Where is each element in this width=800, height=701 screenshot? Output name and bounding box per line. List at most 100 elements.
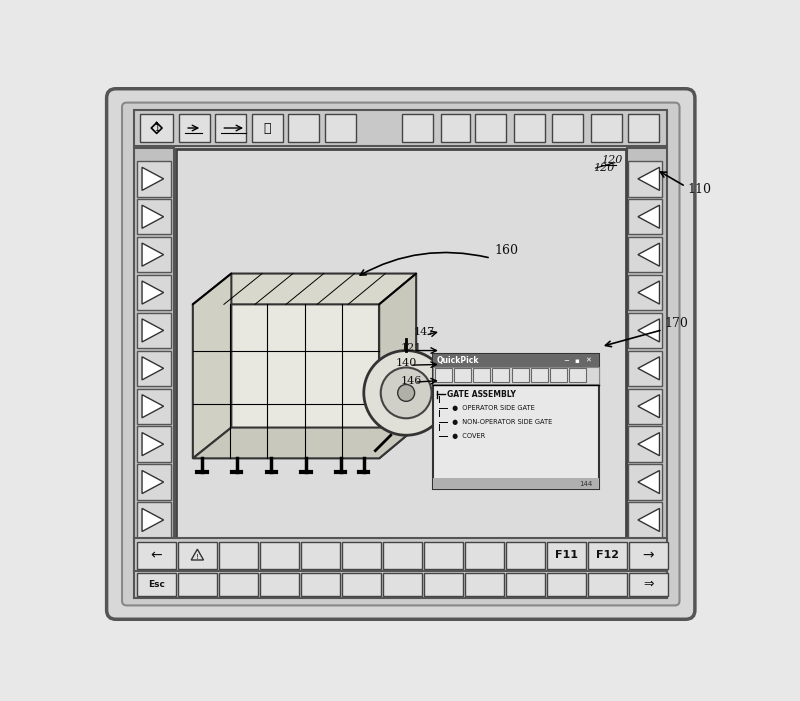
Bar <box>138 275 171 311</box>
Text: 146: 146 <box>401 376 422 386</box>
Circle shape <box>398 384 414 402</box>
Polygon shape <box>379 273 416 458</box>
Text: 120: 120 <box>601 156 622 165</box>
Bar <box>215 114 246 142</box>
Bar <box>382 573 422 596</box>
Polygon shape <box>142 168 163 191</box>
Bar <box>423 541 463 569</box>
Bar <box>137 541 176 569</box>
Bar <box>587 573 627 596</box>
Polygon shape <box>638 470 659 494</box>
Bar <box>138 464 171 500</box>
Bar <box>629 573 668 596</box>
Bar <box>382 541 422 569</box>
Bar <box>512 368 529 382</box>
Text: F11: F11 <box>554 550 578 560</box>
Bar <box>628 275 662 311</box>
Bar <box>514 114 545 142</box>
Polygon shape <box>193 304 379 458</box>
Bar <box>628 237 662 273</box>
Bar <box>550 368 567 382</box>
Text: 144: 144 <box>579 481 593 486</box>
FancyBboxPatch shape <box>122 102 679 606</box>
Ellipse shape <box>437 379 443 407</box>
Polygon shape <box>142 470 163 494</box>
Bar <box>342 573 381 596</box>
Bar <box>176 149 626 541</box>
Bar <box>434 368 451 382</box>
Bar <box>134 571 667 599</box>
Text: QuickPick: QuickPick <box>437 356 479 365</box>
Ellipse shape <box>525 379 534 407</box>
Circle shape <box>381 367 431 418</box>
Bar <box>628 114 658 142</box>
Polygon shape <box>638 357 659 380</box>
Bar <box>492 368 510 382</box>
Bar <box>628 313 662 348</box>
Bar <box>628 464 662 500</box>
Bar <box>628 161 662 196</box>
Bar <box>628 199 662 234</box>
Bar <box>591 114 622 142</box>
Polygon shape <box>638 205 659 229</box>
Bar <box>134 109 667 147</box>
Text: −: − <box>563 358 570 364</box>
Bar <box>138 502 171 538</box>
Bar <box>441 114 470 142</box>
Bar <box>402 114 433 142</box>
Bar <box>301 541 340 569</box>
Bar <box>546 541 586 569</box>
Polygon shape <box>142 243 163 266</box>
Polygon shape <box>142 205 163 229</box>
Circle shape <box>364 350 449 435</box>
Bar <box>179 114 210 142</box>
Bar <box>288 114 319 142</box>
Text: ⇒: ⇒ <box>643 578 654 591</box>
Bar <box>433 355 598 489</box>
Text: !: ! <box>196 554 198 560</box>
Polygon shape <box>142 395 163 418</box>
Bar <box>141 114 173 142</box>
Bar <box>546 573 586 596</box>
Bar <box>138 237 171 273</box>
Text: 121: 121 <box>401 343 422 353</box>
Bar <box>465 541 504 569</box>
Text: 170: 170 <box>664 318 688 330</box>
Text: 147: 147 <box>414 327 435 337</box>
Bar <box>473 368 490 382</box>
Polygon shape <box>142 433 163 456</box>
Bar <box>433 478 598 489</box>
Bar <box>526 386 541 400</box>
Text: ●  COVER: ● COVER <box>449 433 486 439</box>
Text: ✕: ✕ <box>585 358 591 364</box>
Text: ✋: ✋ <box>264 121 271 135</box>
Polygon shape <box>193 428 416 458</box>
Bar <box>138 426 171 462</box>
Bar <box>342 541 381 569</box>
Bar <box>178 573 217 596</box>
Polygon shape <box>638 168 659 191</box>
Text: ▪: ▪ <box>574 358 579 364</box>
Bar <box>628 388 662 424</box>
Text: F12: F12 <box>596 550 618 560</box>
Bar <box>260 541 299 569</box>
Bar <box>628 426 662 462</box>
Bar <box>570 368 586 382</box>
Bar <box>433 367 598 383</box>
Bar <box>138 388 171 424</box>
Bar <box>134 148 174 543</box>
Bar <box>454 368 471 382</box>
Text: ←: ← <box>150 548 162 562</box>
Bar <box>138 199 171 234</box>
Text: ●  NON-OPERATOR SIDE GATE: ● NON-OPERATOR SIDE GATE <box>449 419 553 425</box>
Polygon shape <box>638 281 659 304</box>
Polygon shape <box>142 319 163 342</box>
Bar <box>587 541 627 569</box>
Bar <box>475 114 506 142</box>
Bar <box>423 573 463 596</box>
Bar <box>628 350 662 386</box>
Text: 120: 120 <box>594 163 615 172</box>
Bar <box>506 573 545 596</box>
Bar <box>553 114 583 142</box>
Polygon shape <box>142 357 163 380</box>
